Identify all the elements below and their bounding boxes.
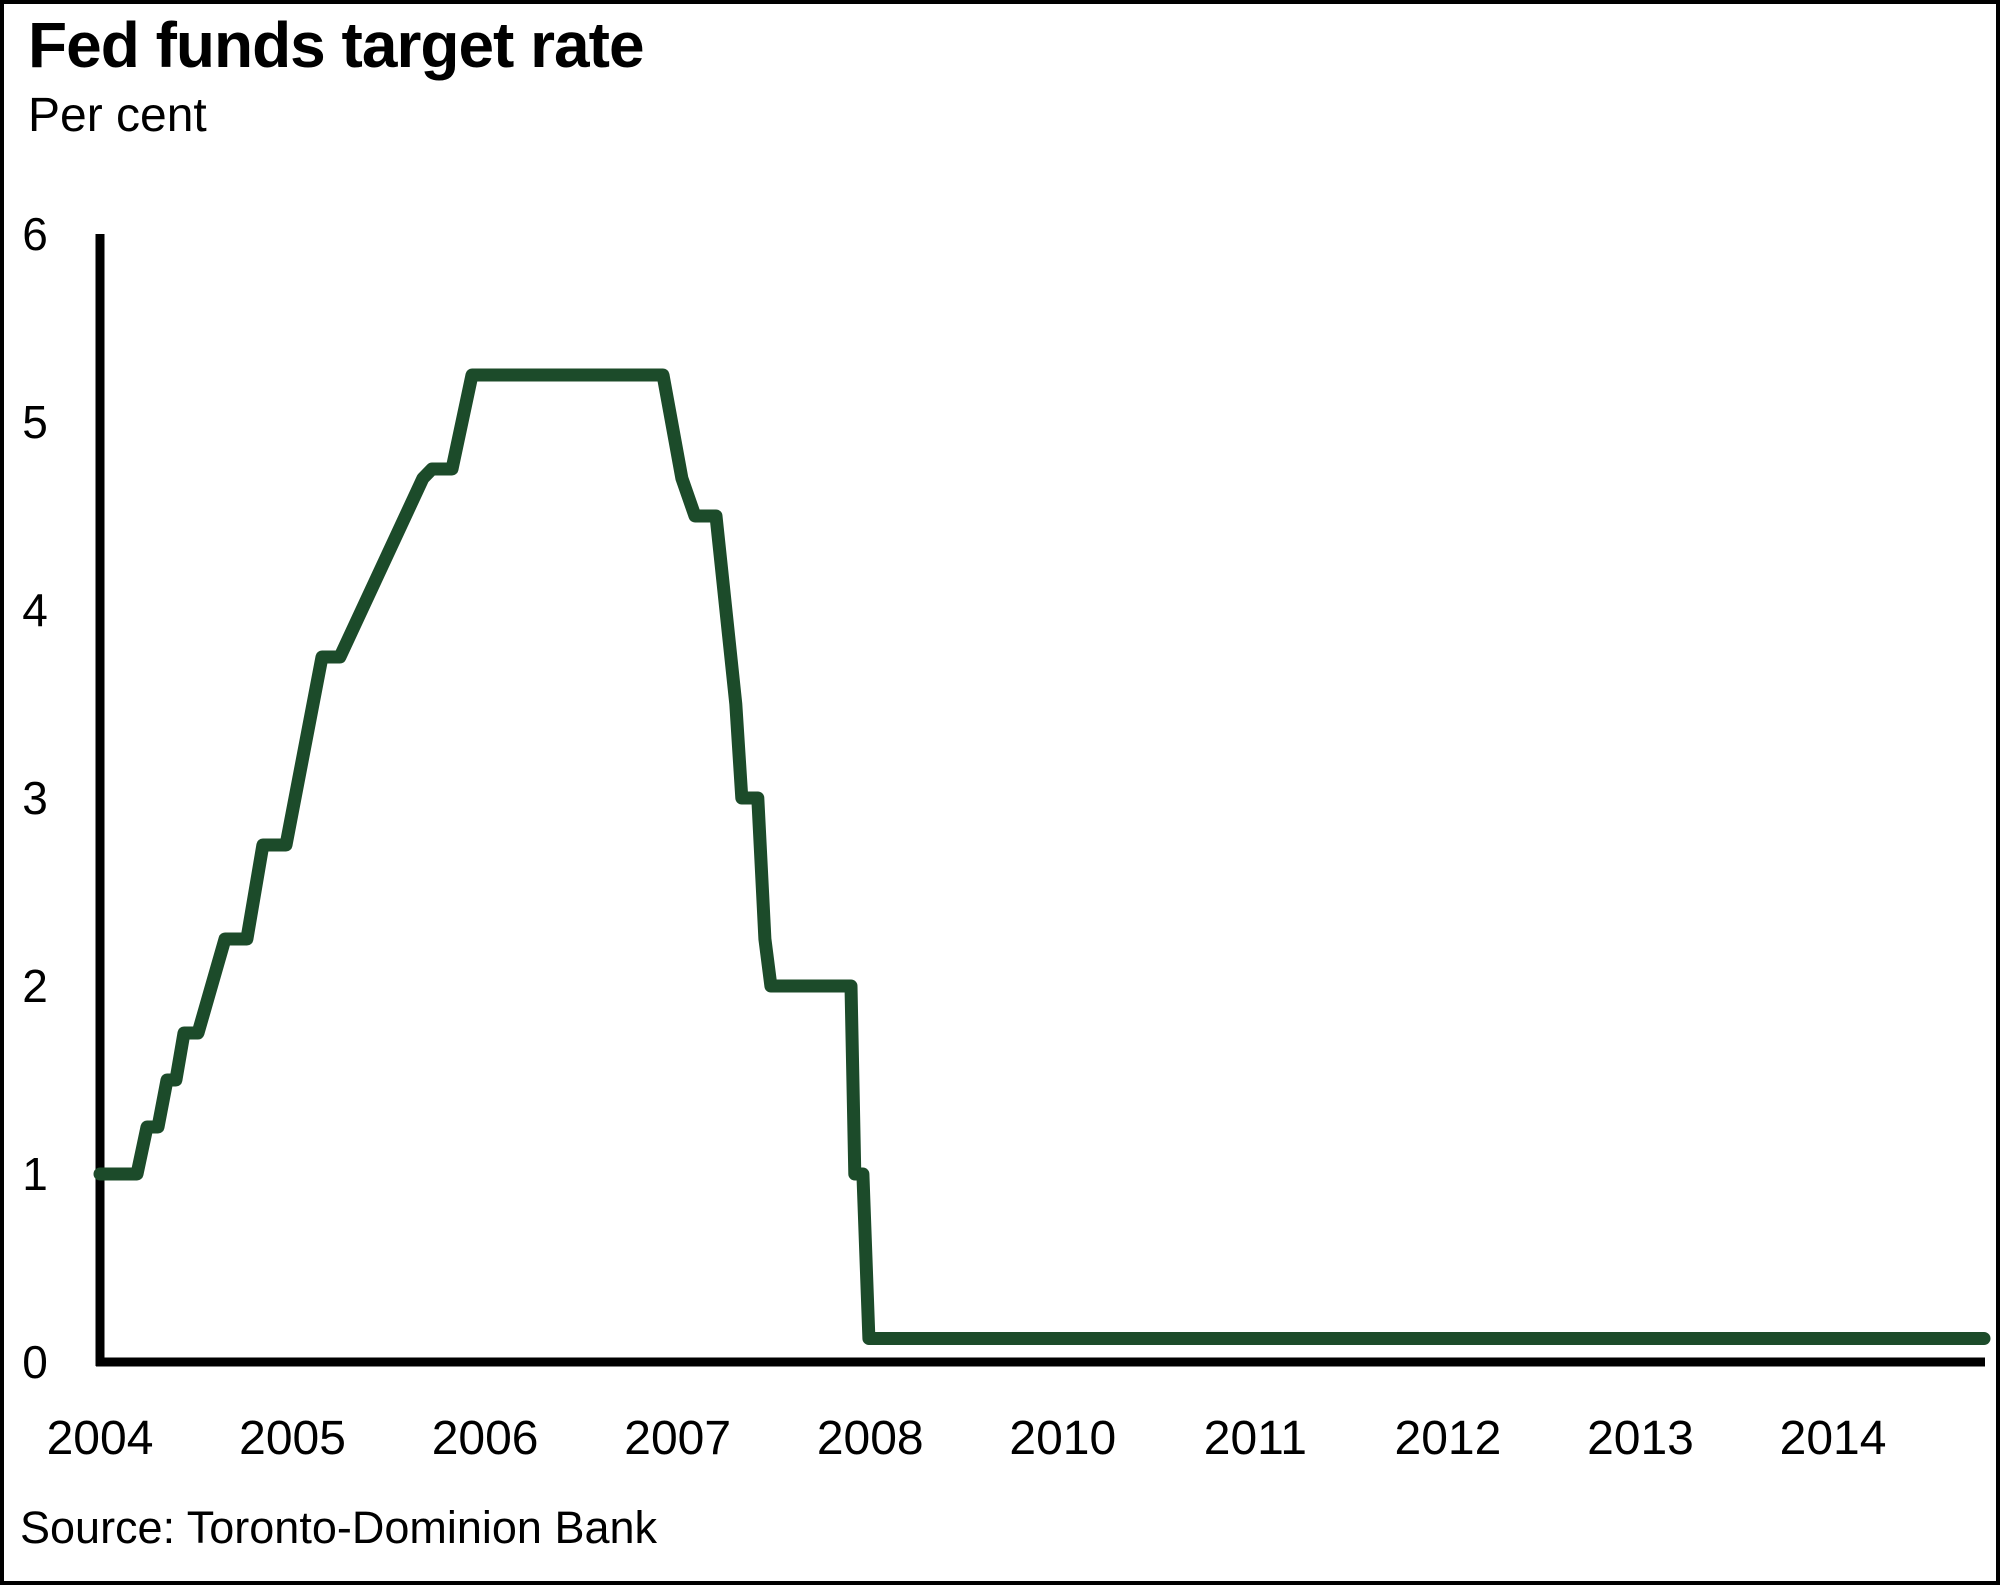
y-tick-label: 5 [22, 396, 48, 448]
y-tick-label: 6 [22, 208, 48, 260]
x-tick-label: 2004 [47, 1412, 154, 1465]
x-tick-label: 2006 [432, 1412, 539, 1465]
y-tick-label: 3 [22, 772, 48, 824]
chart-title: Fed funds target rate [28, 9, 645, 81]
y-tick-label: 1 [22, 1148, 48, 1200]
x-tick-label: 2013 [1587, 1412, 1694, 1465]
y-tick-label: 0 [22, 1336, 48, 1388]
chart-subtitle: Per cent [28, 89, 207, 142]
x-tick-label: 2005 [239, 1412, 346, 1465]
x-tick-label: 2007 [624, 1412, 731, 1465]
x-tick-label: 2010 [1009, 1412, 1116, 1465]
y-tick-label: 4 [22, 584, 48, 636]
x-tick-label: 2014 [1780, 1412, 1887, 1465]
x-tick-label: 2008 [817, 1412, 924, 1465]
y-tick-label: 2 [22, 960, 48, 1012]
x-tick-label: 2011 [1204, 1412, 1307, 1465]
plot-svg: 0 1 2 3 4 5 6 2004 2005 2006 2007 2008 2010 2011 2012 2… [22, 208, 1991, 1465]
rate-line [93, 368, 1991, 1345]
x-tick-label: 2012 [1395, 1412, 1502, 1465]
source-note: Source: Toronto-Dominion Bank [20, 1502, 658, 1553]
